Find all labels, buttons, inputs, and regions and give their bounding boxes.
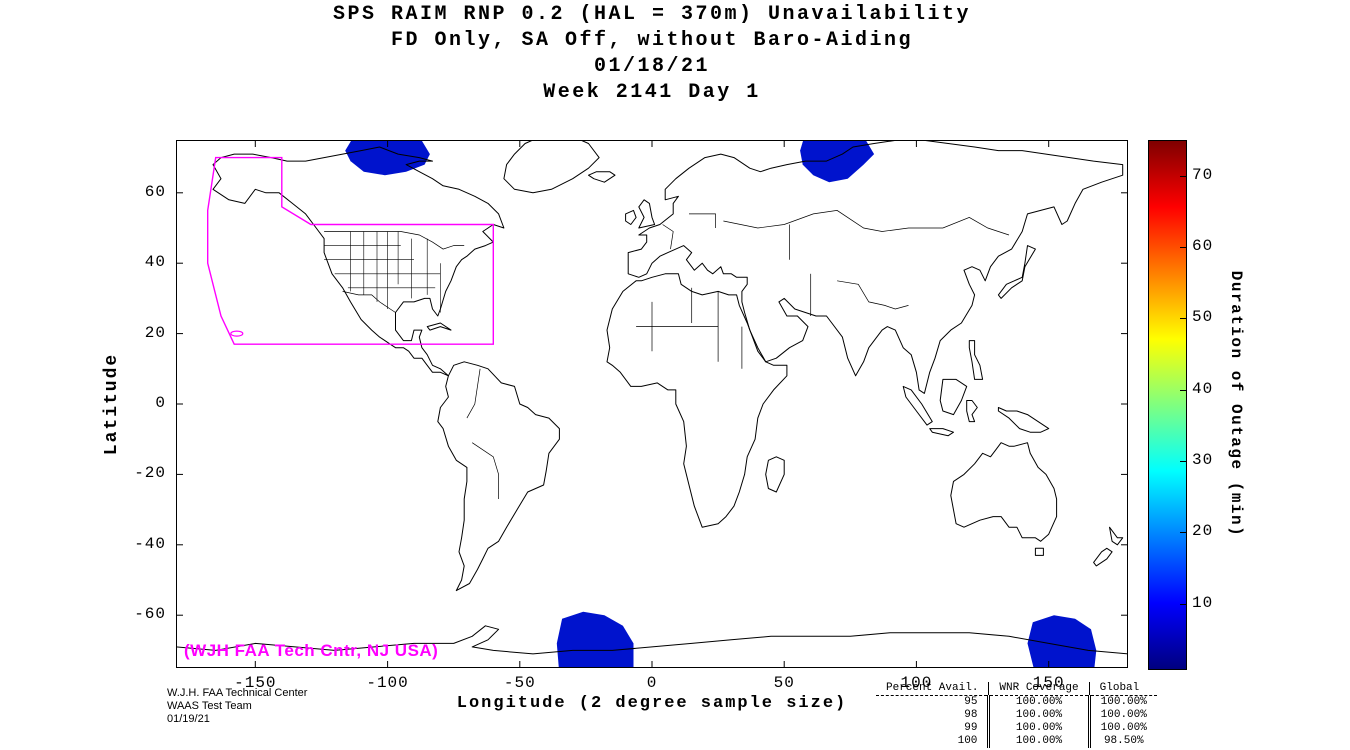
colorbar-tick-mark bbox=[1180, 318, 1186, 320]
availability-stats-table: Percent Avail. WNR Coverage Global 95 100.0… bbox=[876, 682, 1157, 748]
world-map-svg bbox=[176, 140, 1128, 668]
country-borders bbox=[324, 210, 1010, 499]
stats-cell: 100.00% bbox=[1087, 722, 1157, 735]
x-tick-label: -150 bbox=[234, 674, 277, 692]
outage-region-south-atlantic bbox=[556, 611, 634, 668]
y-tick-label: -40 bbox=[134, 534, 166, 553]
axis-box bbox=[176, 140, 1128, 668]
stats-cell: 100.00% bbox=[987, 695, 1090, 709]
stats-cell: 100 bbox=[957, 735, 978, 747]
colorbar-tick-mark bbox=[1180, 389, 1186, 391]
outage-region-northern-russia bbox=[800, 140, 875, 183]
colorbar-tick-mark bbox=[1180, 461, 1186, 463]
stats-row: 99 100.00% 100.00% bbox=[876, 722, 1157, 735]
colorbar-tick-mark bbox=[1180, 532, 1186, 534]
y-tick-label: 0 bbox=[155, 394, 166, 412]
stats-cell: 99 bbox=[964, 722, 978, 734]
stats-cell: 95 bbox=[964, 696, 978, 708]
stats-cell: 98 bbox=[964, 709, 978, 721]
chart-title-line2: FD Only, SA Off, without Baro-Aiding bbox=[390, 29, 914, 52]
axis-tick-marks bbox=[176, 140, 1128, 668]
colorbar-tick-label: 70 bbox=[1192, 165, 1214, 184]
chart-title-line3: 01/18/21 bbox=[593, 55, 710, 78]
colorbar-tick-label: 10 bbox=[1192, 593, 1214, 612]
hawaii-outline bbox=[230, 330, 244, 337]
x-axis-label: Longitude (2 degree sample size) bbox=[456, 694, 848, 713]
coastlines bbox=[176, 140, 1128, 668]
world-map-plot bbox=[176, 140, 1128, 668]
colorbar-tick-mark bbox=[1180, 247, 1186, 248]
chart-title-line1: SPS RAIM RNP 0.2 (HAL = 370m) Unavailabi… bbox=[332, 3, 972, 26]
stats-cell: 100.00% bbox=[987, 735, 1090, 748]
colorbar-tick-mark bbox=[1180, 603, 1186, 605]
map-credit-annotation: (WJH FAA Tech Cntr, NJ USA) bbox=[184, 641, 439, 660]
stats-header-cell: Percent Avail. bbox=[876, 682, 989, 696]
colorbar-tick-mark bbox=[1180, 175, 1186, 177]
waas-coverage-boundary bbox=[207, 156, 494, 345]
x-tick-label: -100 bbox=[366, 674, 409, 692]
stats-table: Percent Avail. WNR Coverage Global 95 100.0… bbox=[876, 682, 1157, 748]
x-tick-label: 0 bbox=[646, 674, 658, 692]
colorbar bbox=[1148, 140, 1187, 670]
colorbar-tick-label: 20 bbox=[1192, 522, 1214, 541]
footer-credit-line2: WAAS Test Team bbox=[167, 700, 252, 712]
stats-cell: 100.00% bbox=[987, 722, 1090, 735]
y-tick-label: -20 bbox=[134, 464, 166, 483]
stats-cell: 98.50% bbox=[1087, 735, 1157, 748]
y-tick-label: 60 bbox=[144, 182, 166, 201]
stats-row: 100 100.00% 98.50% bbox=[876, 735, 1157, 748]
footer-credit-line1: W.J.H. FAA Technical Center bbox=[167, 687, 308, 699]
chart-title-line4: Week 2141 Day 1 bbox=[543, 81, 761, 104]
us-state-borders bbox=[324, 231, 441, 313]
stats-cell: 100.00% bbox=[987, 709, 1090, 722]
footer-credit-block: W.J.H. FAA Technical Center WAAS Test Te… bbox=[167, 687, 307, 726]
x-tick-label: -50 bbox=[503, 674, 536, 692]
footer-credit-line3: 01/19/21 bbox=[167, 713, 210, 725]
y-tick-label: -60 bbox=[134, 605, 166, 624]
stats-cell: 100.00% bbox=[1087, 695, 1157, 709]
outage-regions bbox=[345, 140, 1097, 668]
x-tick-label: 50 bbox=[773, 674, 795, 692]
colorbar-tick-label: 30 bbox=[1192, 451, 1214, 470]
stats-row: 95 100.00% 100.00% bbox=[876, 695, 1157, 709]
y-tick-label: 20 bbox=[144, 323, 166, 342]
outage-region-south-pacific bbox=[1027, 615, 1097, 668]
y-axis-label: Latitude bbox=[102, 352, 122, 456]
stats-cell: 100.00% bbox=[1087, 709, 1157, 722]
colorbar-label: Duration of Outage (min) bbox=[1227, 270, 1245, 538]
colorbar-tick-label: 40 bbox=[1192, 379, 1214, 398]
chart-title-block: SPS RAIM RNP 0.2 (HAL = 370m) Unavailabi… bbox=[176, 2, 1128, 106]
stats-header-cell: Global bbox=[1088, 682, 1157, 696]
colorbar-tick-label: 60 bbox=[1192, 237, 1214, 255]
stats-header-cell: WNR Coverage bbox=[988, 682, 1090, 696]
stats-row: 98 100.00% 100.00% bbox=[876, 709, 1157, 722]
colorbar-tick-label: 50 bbox=[1192, 308, 1214, 327]
y-tick-label: 40 bbox=[144, 253, 166, 272]
